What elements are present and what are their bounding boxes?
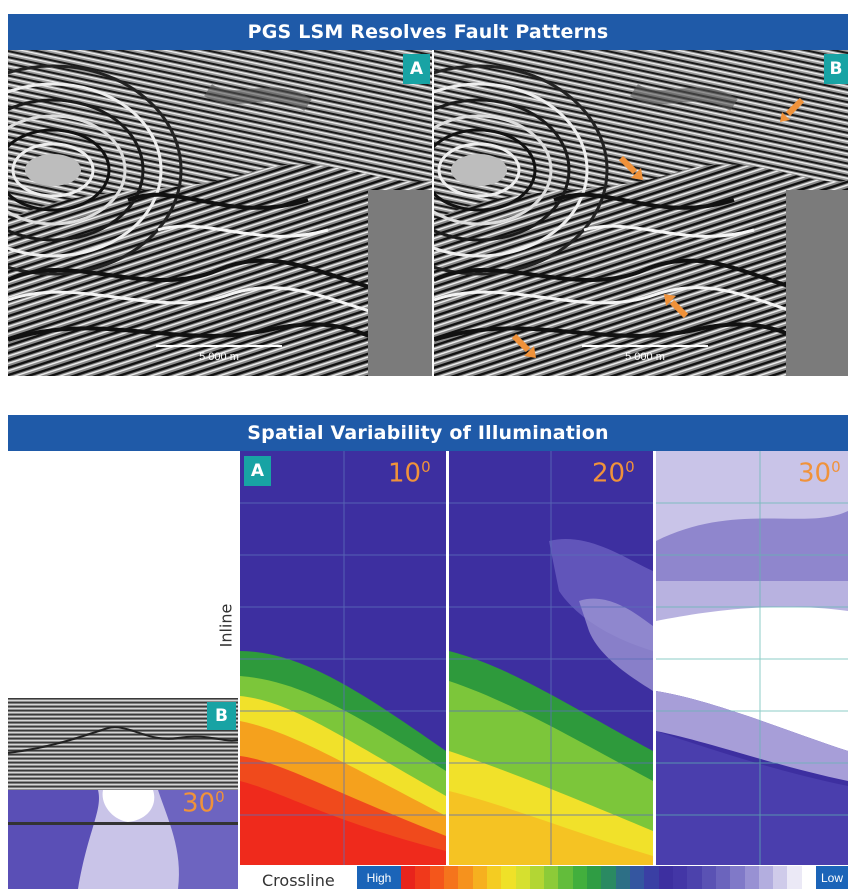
scale-bar-a: 5 000 m (156, 345, 282, 369)
scale-bar-label: 5 000 m (199, 351, 239, 363)
colorbar-high-label: High (357, 866, 401, 889)
seismic-panel-b: B 5 000 m (434, 50, 848, 376)
illumination-panel-20deg (449, 451, 653, 865)
illumination-tag-a: A (244, 456, 271, 486)
colorbar-low-label: Low (816, 866, 848, 889)
inset-angle-label: 300 (182, 788, 225, 819)
illumination-inset (8, 790, 238, 889)
seismic-image-a (8, 50, 432, 376)
panel-divider (446, 451, 449, 865)
angle-label-20: 200 (592, 458, 635, 489)
scale-bar-line (156, 345, 282, 347)
no-data-area (368, 190, 432, 376)
colorbar-gradient (401, 866, 817, 889)
angle-label-30: 300 (798, 458, 841, 489)
illumination-tag-b: B (207, 702, 236, 730)
seismic-section-inset (8, 698, 238, 790)
angle-label-10: 100 (388, 458, 431, 489)
panel-b-tag: B (824, 54, 848, 84)
scale-bar-label: 5 000 m (625, 351, 665, 363)
fault-arrow-icon (664, 294, 688, 318)
fault-arrow-icon (512, 334, 536, 358)
fault-arrow-icon (780, 98, 804, 122)
panel-divider (653, 451, 656, 865)
illumination-colorbar: High Low (357, 866, 848, 889)
seismic-image-b (434, 50, 848, 376)
scale-bar-line (582, 345, 708, 347)
crossline-axis-label: Crossline (262, 871, 335, 890)
fault-arrow-icon (619, 156, 643, 180)
seismic-panel-a: A 5 000 m (8, 50, 432, 376)
fault-patterns-title: PGS LSM Resolves Fault Patterns (8, 14, 848, 50)
panel-a-tag: A (403, 54, 430, 84)
no-data-area (786, 190, 848, 376)
scale-bar-b: 5 000 m (582, 345, 708, 369)
illumination-title: Spatial Variability of Illumination (8, 415, 848, 451)
illumination-panel-30deg (656, 451, 848, 865)
illumination-panel-10deg (240, 451, 446, 865)
